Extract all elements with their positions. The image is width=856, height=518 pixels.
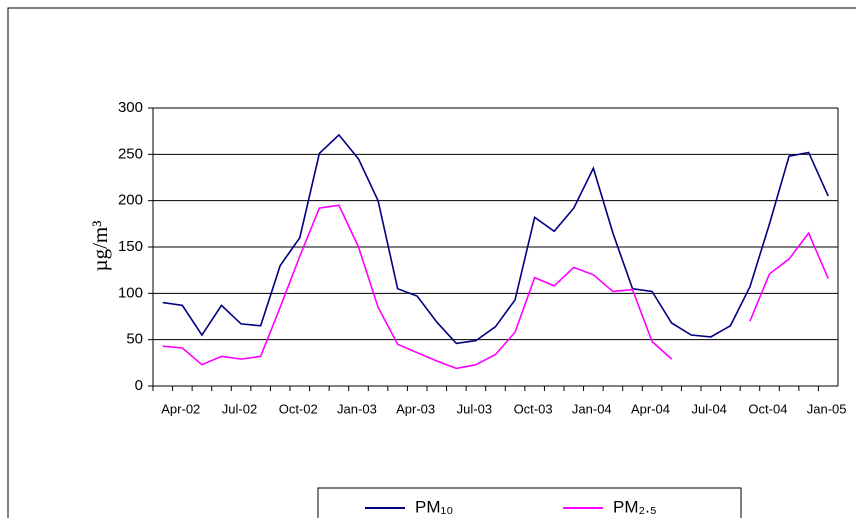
y-tick-label: 300 [118,99,143,116]
x-tick-label: Apr-02 [161,401,200,416]
y-tick-label: 50 [126,331,143,348]
x-tick-label: Oct-03 [514,401,553,416]
x-tick-label: Jan-05 [807,401,847,416]
series-line [162,204,673,370]
legend-label: PM₁₀ [415,497,453,516]
y-tick-label: 200 [118,192,143,209]
y-tick-label: 100 [118,284,143,301]
y-tick-label: 250 [118,145,143,162]
x-tick-label: Jan-03 [337,401,377,416]
y-axis-title: µg/m³ [88,220,112,271]
x-tick-label: Jul-02 [222,401,257,416]
x-tick-label: Jul-03 [457,401,492,416]
legend [317,487,742,518]
legend-label: PM₂.₅ [613,497,657,516]
x-tick-label: Oct-02 [279,401,318,416]
x-tick-label: Apr-04 [631,401,670,416]
y-tick-label: 0 [135,377,143,394]
x-tick-label: Jan-04 [572,401,612,416]
x-tick-label: Jul-04 [692,401,727,416]
series-line [162,133,829,345]
x-tick-label: Apr-03 [396,401,435,416]
y-tick-label: 150 [118,238,143,255]
series-line [749,231,829,322]
x-tick-label: Oct-04 [748,401,787,416]
